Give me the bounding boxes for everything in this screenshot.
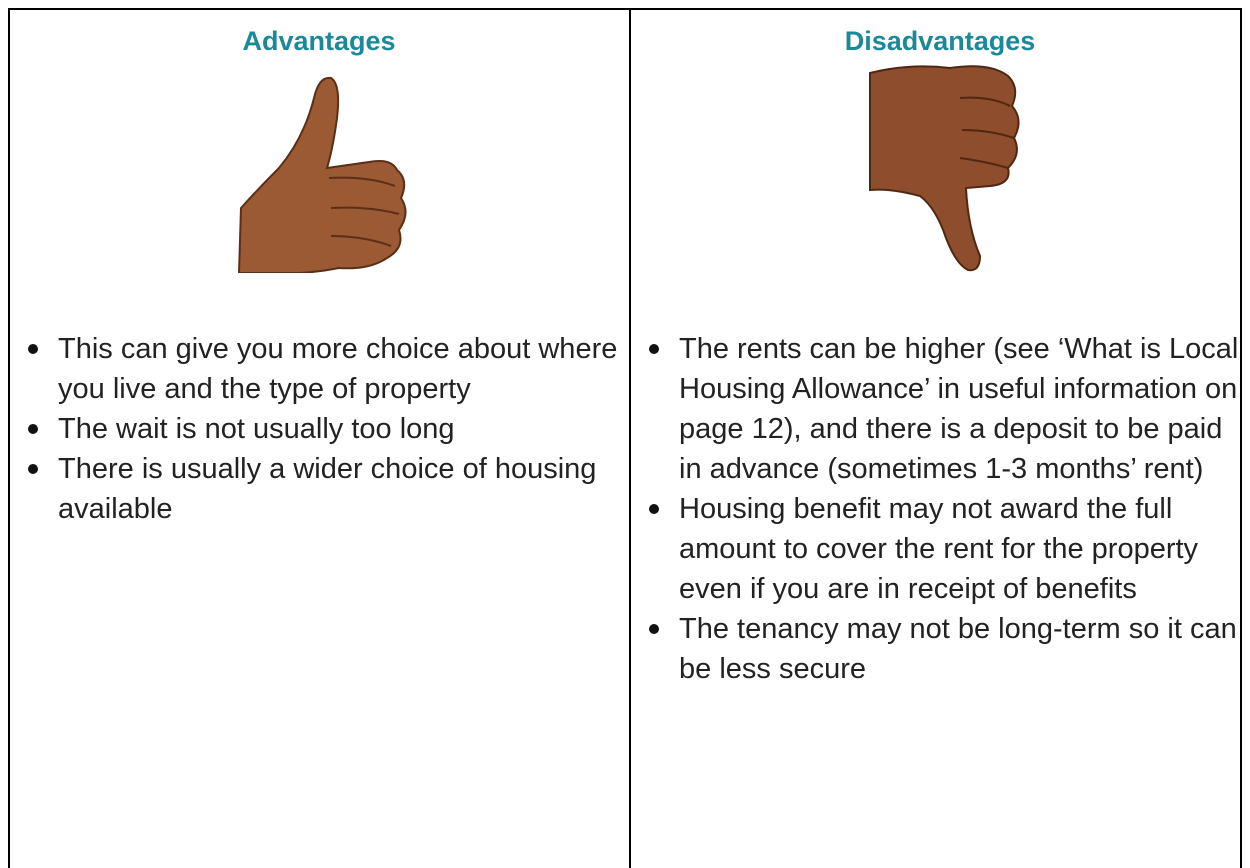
item-list: The rents can be higher (see ‘What is Lo…: [631, 329, 1249, 689]
thumbs-down-image: [840, 58, 1040, 273]
column-header: Advantages: [10, 26, 628, 56]
disadvantages-cell: Disadvantages The rents can be higher (s…: [631, 10, 1249, 689]
list-item: The wait is not usually too long: [58, 409, 628, 449]
advantages-cell: Advantages This can give you more choice…: [10, 10, 628, 529]
list-item: There is usually a wider choice of housi…: [58, 449, 628, 529]
page: {"table": { "columns": [ {"header": "Adv…: [0, 0, 1250, 859]
list-item: Housing benefit may not award the full a…: [679, 489, 1249, 609]
column-header: Disadvantages: [631, 26, 1249, 56]
list-item: This can give you more choice about wher…: [58, 329, 628, 409]
list-item: The rents can be higher (see ‘What is Lo…: [679, 329, 1249, 489]
item-list: This can give you more choice about wher…: [10, 329, 628, 529]
thumbs-up-image: [219, 58, 419, 273]
list-item: The tenancy may not be long-term so it c…: [679, 609, 1249, 689]
